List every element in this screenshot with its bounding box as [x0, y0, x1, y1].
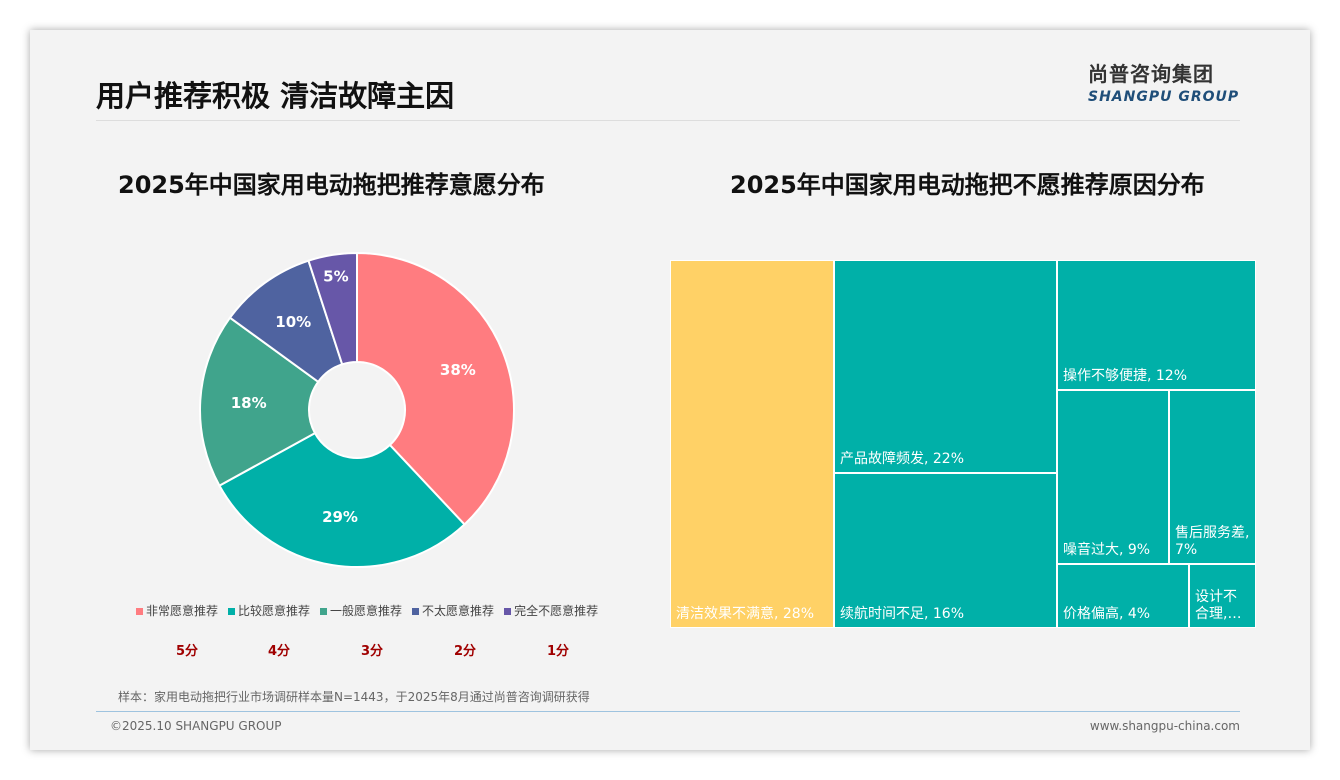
divider	[96, 120, 1240, 121]
footer-divider	[96, 711, 1240, 712]
website-link[interactable]: www.shangpu-china.com	[1089, 719, 1240, 733]
sample-note: 样本：家用电动拖把行业市场调研样本量N=1443，于2025年8月通过尚普咨询调…	[118, 690, 590, 704]
copyright: ©2025.10 SHANGPU GROUP	[110, 719, 282, 733]
slide: 用户推荐积极 清洁故障主因 尚普咨询集团 SHANGPU GROUP 2025年…	[30, 30, 1310, 750]
treemap-cell-failure: 产品故障频发, 22%	[834, 260, 1057, 473]
donut-slice	[307, 251, 358, 366]
slice-label: 18%	[231, 394, 267, 412]
legend-label: 非常愿意推荐	[146, 604, 219, 618]
legend-swatch	[320, 608, 328, 615]
legend-item: 比较愿意推荐	[228, 603, 310, 619]
donut-slice	[356, 251, 515, 526]
score-label: 3分	[361, 644, 384, 659]
pie-title: 2025年中国家用电动拖把推荐意愿分布	[118, 171, 545, 199]
legend-item: 不太愿意推荐	[412, 603, 494, 619]
legend-label: 一般愿意推荐	[330, 604, 403, 618]
treemap-title: 2025年中国家用电动拖把不愿推荐原因分布	[730, 171, 1205, 199]
slice-label: 10%	[275, 313, 311, 331]
legend-label: 比较愿意推荐	[238, 604, 311, 618]
legend-item: 完全不愿意推荐	[504, 603, 598, 619]
legend-swatch	[228, 608, 236, 615]
treemap-cell-design: 设计不合理,…	[1189, 564, 1256, 628]
page-title: 用户推荐积极 清洁故障主因	[96, 79, 455, 113]
treemap-cell-price: 价格偏高, 4%	[1057, 564, 1189, 628]
treemap-cell-noise: 噪音过大, 9%	[1057, 390, 1169, 564]
treemap-cell-clean: 清洁效果不满意, 28%	[670, 260, 834, 628]
treemap-cell-battery: 续航时间不足, 16%	[834, 473, 1057, 628]
treemap-cell-service: 售后服务差, 7%	[1169, 390, 1256, 564]
legend-label: 完全不愿意推荐	[514, 604, 599, 618]
score-label: 5分	[176, 644, 199, 659]
logo-en: SHANGPU GROUP	[1088, 89, 1240, 105]
treemap-cell-operation: 操作不够便捷, 12%	[1057, 260, 1256, 390]
legend-swatch	[136, 608, 143, 615]
score-label: 1分	[547, 644, 570, 659]
donut-slice	[218, 431, 466, 568]
score-label: 2分	[454, 644, 477, 659]
donut-slice	[199, 316, 320, 487]
slice-label: 29%	[322, 508, 358, 526]
score-label: 4分	[268, 644, 291, 659]
legend-item: 一般愿意推荐	[320, 603, 402, 619]
donut-chart: 38% 29% 18% 10% 5%	[199, 251, 515, 568]
legend-item: 非常愿意推荐	[136, 603, 218, 619]
legend-swatch	[412, 608, 420, 615]
legend-swatch	[504, 608, 512, 615]
logo-cn: 尚普咨询集团	[1088, 62, 1214, 86]
treemap-chart: 清洁效果不满意, 28% 产品故障频发, 22% 续航时间不足, 16% 操作不…	[670, 260, 1256, 628]
slice-label: 5%	[323, 268, 348, 286]
slice-label: 38%	[440, 361, 476, 379]
legend-label: 不太愿意推荐	[422, 604, 495, 618]
pie-legend: 非常愿意推荐 比较愿意推荐 一般愿意推荐 不太愿意推荐 完全不愿意推荐	[136, 603, 598, 619]
